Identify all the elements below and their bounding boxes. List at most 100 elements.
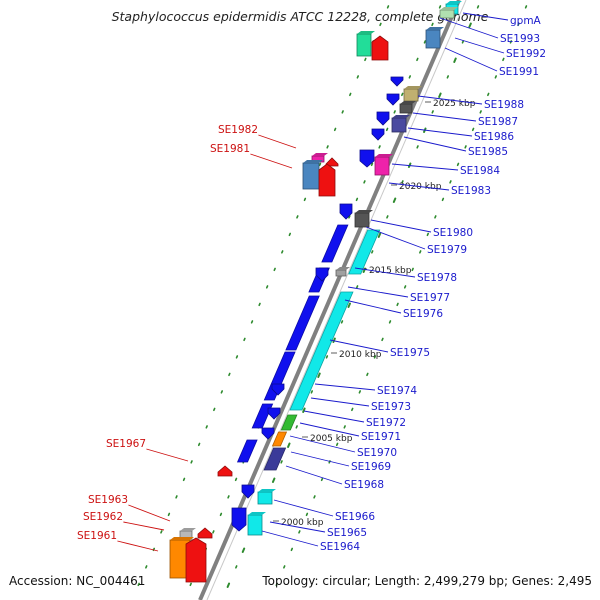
gene-label-forward: SE1964 xyxy=(320,541,360,553)
kbp-tick-label: 2000 kbp xyxy=(281,518,324,528)
gene-label-forward: SE1992 xyxy=(506,48,546,60)
orf-mark xyxy=(348,215,351,219)
gene-body xyxy=(263,447,287,471)
gene-glyph-top xyxy=(400,101,416,104)
gene-glyph xyxy=(374,156,390,176)
orf-mark xyxy=(197,442,201,447)
orf-mark xyxy=(358,390,362,394)
gene-label-leader xyxy=(407,127,473,137)
gene-label-leader xyxy=(117,540,159,552)
gene-label-forward: gpmA xyxy=(510,15,542,27)
gene-label-leader xyxy=(417,95,483,105)
gene-glyph xyxy=(371,128,385,141)
gene-glyph-top xyxy=(404,86,422,89)
gene-body xyxy=(285,295,320,351)
orf-mark xyxy=(228,372,231,377)
gene-glyph xyxy=(339,203,353,220)
gene-glyph xyxy=(185,537,207,583)
orf-mark xyxy=(385,127,389,132)
orf-mark xyxy=(318,162,322,167)
gene-label-leader xyxy=(462,12,509,21)
orf-mark xyxy=(295,425,298,429)
gene-label-leader xyxy=(329,339,389,353)
gene-glyph xyxy=(315,267,329,282)
gene-label-leader xyxy=(365,226,426,250)
gene-glyph-top xyxy=(440,7,458,10)
kbp-tick-label: 2025 kbp xyxy=(433,99,476,109)
gene-glyph xyxy=(425,29,441,49)
orf-mark xyxy=(377,232,382,238)
orf-mark xyxy=(190,460,193,464)
gene-label-leader xyxy=(412,112,477,122)
gene-glyph xyxy=(318,163,336,197)
gene-label-leader xyxy=(439,17,499,39)
orf-mark xyxy=(408,75,411,79)
orf-mark xyxy=(355,285,359,289)
orf-mark xyxy=(175,495,178,499)
orf-mark xyxy=(509,40,513,44)
orf-mark xyxy=(326,145,329,149)
gene-label-leader xyxy=(128,504,171,522)
orf-mark xyxy=(281,250,284,254)
gene-glyph xyxy=(231,507,247,532)
orf-mark xyxy=(283,565,286,569)
orf-mark xyxy=(434,215,437,219)
orf-mark xyxy=(333,127,337,132)
orf-mark xyxy=(517,22,520,27)
orf-mark xyxy=(335,442,339,447)
gene-label-forward: SE1972 xyxy=(366,417,406,429)
orf-mark xyxy=(441,197,445,202)
orf-mark xyxy=(189,582,192,587)
orf-mark xyxy=(378,145,381,149)
gene-glyph-top xyxy=(303,160,323,163)
orf-mark xyxy=(167,512,171,517)
orf-mark xyxy=(213,407,216,412)
orf-mark xyxy=(310,390,314,394)
orf-mark xyxy=(243,337,246,342)
orf-mark xyxy=(363,180,366,184)
kbp-tick-label: 2010 kbp xyxy=(339,350,382,360)
orf-mark xyxy=(423,40,427,44)
orf-mark xyxy=(219,512,223,517)
gene-glyph xyxy=(354,212,370,228)
gene-label-forward: SE1988 xyxy=(484,99,524,111)
orf-mark xyxy=(464,145,467,149)
accession-text: Accession: NC_004461 xyxy=(9,574,146,588)
orf-mark xyxy=(479,110,482,114)
orf-mark xyxy=(426,232,429,237)
orf-mark xyxy=(471,127,475,132)
orf-mark xyxy=(386,5,390,9)
gene-label-reverse: SE1961 xyxy=(77,530,117,542)
orf-mark xyxy=(379,22,382,27)
orf-mark xyxy=(396,302,399,307)
orf-mark xyxy=(271,477,276,483)
gene-glyph-top xyxy=(180,528,196,531)
gene-label-forward: SE1980 xyxy=(433,227,473,239)
gene-glyph xyxy=(302,162,320,190)
orf-mark xyxy=(227,495,230,499)
orf-mark xyxy=(370,162,374,167)
gene-label-leader xyxy=(314,383,376,391)
orf-mark xyxy=(392,197,397,203)
gene-glyph xyxy=(359,149,375,168)
orf-mark xyxy=(320,477,324,482)
orf-mark xyxy=(290,547,294,552)
gene-label-forward: SE1986 xyxy=(474,131,514,143)
orf-mark xyxy=(355,197,359,202)
orf-mark xyxy=(265,285,269,289)
gene-glyph xyxy=(217,465,233,477)
orf-mark xyxy=(220,390,224,394)
gene-glyph xyxy=(371,35,389,61)
gene-label-leader xyxy=(269,521,326,533)
gene-label-forward: SE1973 xyxy=(371,401,411,413)
orf-mark xyxy=(411,267,414,272)
gene-glyph-top xyxy=(336,267,350,270)
gene-glyph-top xyxy=(355,210,373,213)
gene-glyph-top xyxy=(170,537,194,540)
gene-label-forward: SE1993 xyxy=(500,33,540,45)
gene-label-forward: SE1975 xyxy=(390,347,430,359)
gene-glyph xyxy=(439,9,455,19)
orf-mark xyxy=(468,22,472,28)
gene-glyph-top xyxy=(426,27,444,30)
gene-label-reverse: SE1962 xyxy=(83,511,123,523)
